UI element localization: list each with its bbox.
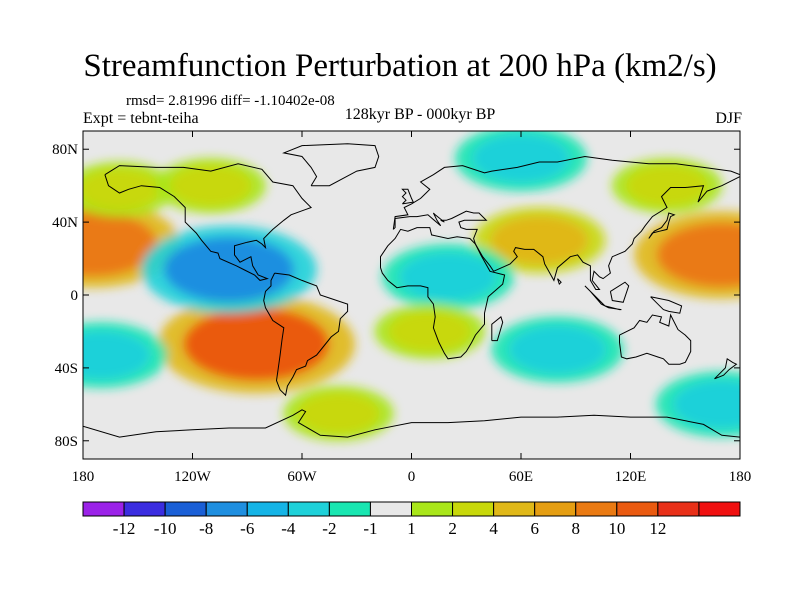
colorbar-label-0: -12 (113, 519, 136, 538)
coastline-9 (648, 212, 676, 239)
y-tick-label-0: 80N (52, 142, 78, 158)
colorbar-label-4: -4 (281, 519, 296, 538)
colorbar-label-12: 10 (608, 519, 625, 538)
colorbar-label-7: 1 (407, 519, 416, 538)
colorbar-swatch-10 (493, 501, 536, 517)
coastline-8 (714, 357, 738, 380)
anomaly-core-11 (508, 325, 607, 375)
colorbar-label-2: -8 (199, 519, 213, 538)
colorbar-swatch-3 (205, 501, 248, 517)
coastline-4 (392, 176, 740, 290)
coastline-16 (557, 278, 562, 286)
colorbar-label-5: -2 (322, 519, 336, 538)
colorbar-swatch-8 (411, 501, 454, 517)
coastline-15 (650, 296, 683, 314)
anomaly-core-13 (297, 393, 380, 434)
anomaly-core-10 (388, 311, 471, 352)
colorbar-swatch-15 (698, 501, 741, 517)
colorbar-swatch-14 (657, 501, 700, 517)
colorbar-swatch-9 (452, 501, 495, 517)
y-tick-label-1: 40N (52, 215, 78, 231)
x-tick-label-0: 180 (72, 469, 95, 485)
plot-area (83, 131, 740, 459)
y-tick-label-3: 40S (55, 361, 78, 377)
colorbar-label-6: -1 (363, 519, 377, 538)
x-axis: 180 120W 60W 0 60E 120E 180 (72, 131, 752, 485)
x-tick-label-1: 120W (174, 469, 212, 485)
colorbar-label-13: 12 (649, 519, 666, 538)
y-axis: 80N 40N 0 40S 80S (52, 142, 740, 450)
colorbar-swatch-4 (246, 501, 289, 517)
colorbar-swatch-6 (328, 501, 371, 517)
anomaly-core-2 (183, 307, 330, 381)
coastline-5 (401, 188, 415, 205)
colorbar-label-8: 2 (448, 519, 457, 538)
coastline-2 (380, 227, 506, 360)
x-tick-label-5: 120E (615, 469, 647, 485)
anomaly-layer (83, 131, 740, 441)
anomaly-core-5 (169, 165, 252, 207)
anomaly-core-1 (656, 222, 740, 288)
colorbar-label-3: -6 (240, 519, 254, 538)
x-tick-label-2: 60W (287, 469, 317, 485)
coastline-10 (83, 409, 740, 438)
coastline-7 (619, 313, 692, 365)
colorbar-label-9: 4 (489, 519, 498, 538)
anomaly-core-12 (83, 330, 151, 380)
anomaly-core-6 (472, 133, 570, 183)
anomaly-core-8 (490, 215, 589, 265)
y-tick-label-4: 80S (55, 434, 78, 450)
coastlines (83, 143, 740, 438)
coastline-3 (392, 155, 740, 230)
colorbar: -12 -10 -8 -6 -4 -2 -1 1 2 4 6 8 10 12 (82, 501, 741, 538)
coastline-11 (491, 316, 504, 342)
stats-label: rmsd= 2.81996 diff= -1.10402e-08 (126, 93, 335, 109)
y-tick-label-2: 0 (71, 288, 79, 304)
colorbar-swatch-11 (534, 501, 577, 517)
coastline-1 (263, 272, 349, 397)
anomaly-core-9 (399, 252, 497, 302)
coastline-0 (104, 163, 313, 281)
coastline-14 (609, 281, 630, 303)
x-tick-label-3: 0 (408, 469, 416, 485)
colorbar-swatch-7 (369, 501, 412, 517)
period-label: 128kyr BP - 000kyr BP (344, 106, 496, 123)
x-tick-label-4: 60E (509, 469, 533, 485)
anomaly-core-0 (83, 211, 158, 277)
anomaly-core-7 (626, 165, 708, 207)
coastline-13 (604, 305, 622, 311)
x-tick-label-6: 180 (729, 469, 752, 485)
colorbar-swatch-13 (616, 501, 659, 517)
coastline-12 (584, 285, 606, 307)
chart-title: Streamfunction Perturbation at 200 hPa (… (83, 48, 717, 84)
colorbar-swatch-1 (123, 501, 166, 517)
colorbar-swatch-2 (164, 501, 207, 517)
anomaly-core-4 (83, 168, 161, 210)
colorbar-swatch-12 (575, 501, 618, 517)
anomaly-core-3 (164, 237, 294, 302)
colorbar-swatch-5 (287, 501, 330, 517)
experiment-label: Expt = tebnt-teiha (83, 110, 199, 127)
colorbar-label-11: 8 (572, 519, 581, 538)
colorbar-swatch-0 (82, 501, 125, 517)
coastline-6 (282, 143, 380, 187)
colorbar-label-10: 6 (530, 519, 539, 538)
anomaly-core-14 (672, 379, 740, 429)
colorbar-label-1: -10 (154, 519, 177, 538)
season-label: DJF (715, 110, 742, 127)
